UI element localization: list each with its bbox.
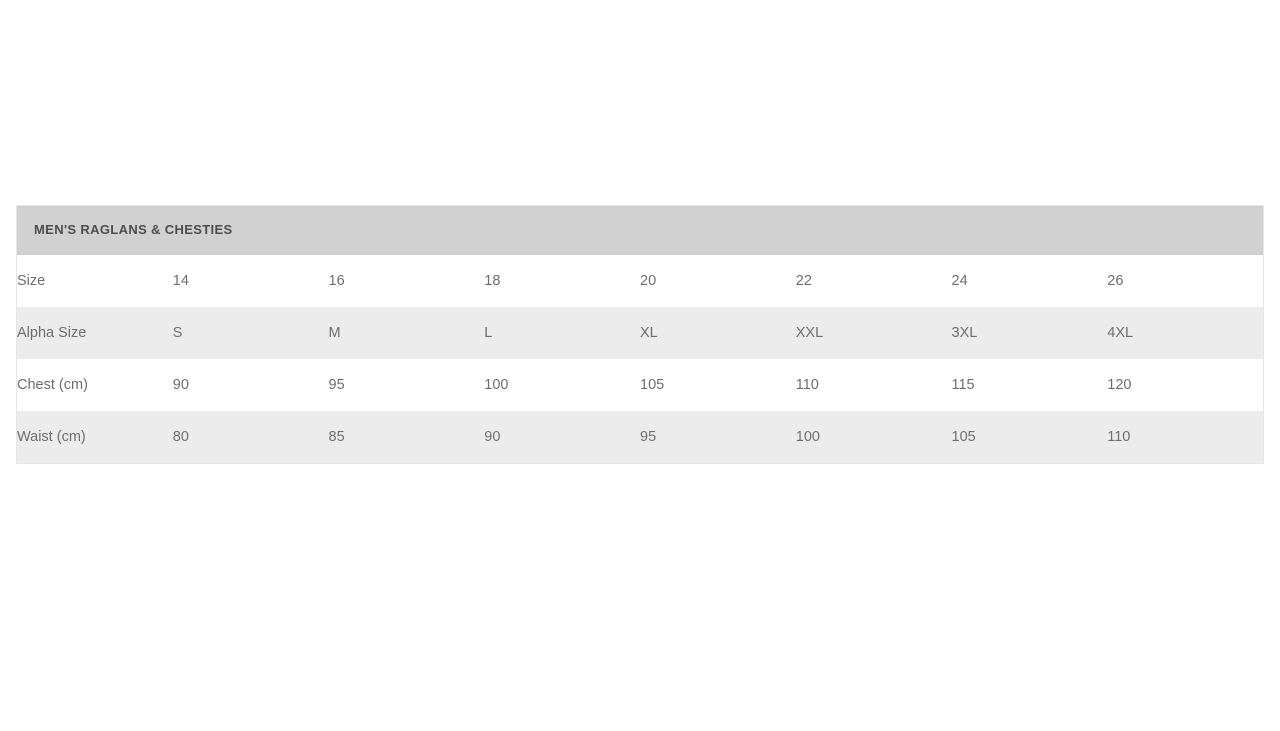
cell-waist-5: 100 [795,411,952,463]
cell-size-6: 24 [951,255,1108,307]
row-label-waist: Waist (cm) [17,411,173,463]
cell-waist-1: 80 [172,411,329,463]
cell-alpha-size-5: XXL [795,307,952,359]
cell-chest-1: 90 [172,359,329,411]
table-row: Waist (cm) 80 85 90 95 100 105 110 [17,411,1263,463]
cell-size-7: 26 [1107,255,1263,307]
table-caption-cell: MEN'S RAGLANS & CHESTIES [17,206,1263,255]
table-row: Alpha Size S M L XL XXL 3XL 4XL [17,307,1263,359]
cell-chest-6: 115 [951,359,1108,411]
cell-chest-5: 110 [795,359,952,411]
cell-waist-6: 105 [951,411,1108,463]
row-label-size: Size [17,255,173,307]
cell-waist-7: 110 [1107,411,1263,463]
size-chart-table: MEN'S RAGLANS & CHESTIES Size 14 16 18 2… [17,206,1263,463]
cell-alpha-size-2: M [328,307,485,359]
cell-waist-3: 90 [484,411,640,463]
cell-alpha-size-1: S [172,307,329,359]
cell-size-3: 18 [484,255,640,307]
cell-chest-4: 105 [640,359,796,411]
cell-waist-4: 95 [640,411,796,463]
cell-size-5: 22 [795,255,952,307]
table-row: Chest (cm) 90 95 100 105 110 115 120 [17,359,1263,411]
cell-alpha-size-4: XL [640,307,796,359]
cell-alpha-size-6: 3XL [951,307,1108,359]
row-label-alpha-size: Alpha Size [17,307,173,359]
table-caption-row: MEN'S RAGLANS & CHESTIES [17,206,1263,255]
cell-size-1: 14 [172,255,329,307]
table-row: Size 14 16 18 20 22 24 26 [17,255,1263,307]
cell-alpha-size-3: L [484,307,640,359]
cell-chest-7: 120 [1107,359,1263,411]
size-chart-container: MEN'S RAGLANS & CHESTIES Size 14 16 18 2… [16,205,1264,464]
cell-chest-2: 95 [328,359,485,411]
cell-size-4: 20 [640,255,796,307]
cell-size-2: 16 [328,255,485,307]
cell-chest-3: 100 [484,359,640,411]
cell-alpha-size-7: 4XL [1107,307,1263,359]
cell-waist-2: 85 [328,411,485,463]
row-label-chest: Chest (cm) [17,359,173,411]
table-caption-label: MEN'S RAGLANS & CHESTIES [34,222,233,238]
